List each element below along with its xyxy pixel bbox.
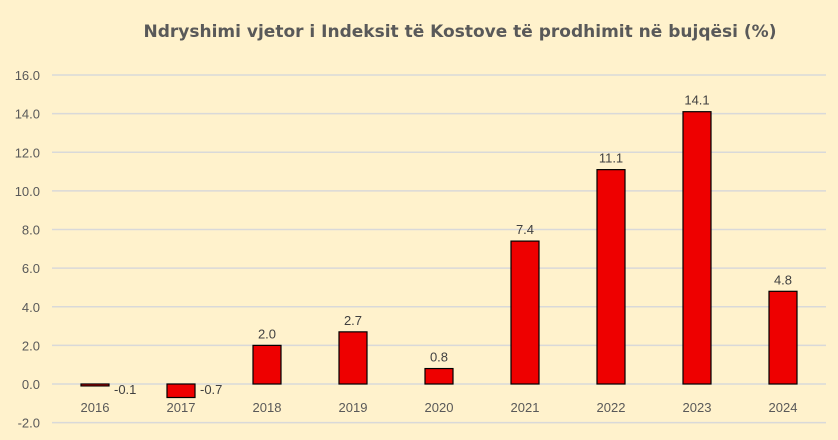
y-tick-label: 10.0 [15,184,40,199]
data-label: -0.1 [114,382,136,397]
y-tick-label: 6.0 [22,261,40,276]
y-tick-label: 12.0 [15,145,40,160]
data-label: 2.0 [258,326,276,341]
bar-2024 [768,290,798,385]
data-label: 11.1 [599,151,623,166]
x-tick-label: 2023 [683,400,712,415]
y-tick-label: 16.0 [15,68,40,83]
bar-2023 [682,111,712,385]
x-tick-label: 2019 [339,400,368,415]
bar-2020 [424,367,454,385]
y-tick-label: -2.0 [18,416,40,431]
chart-title: Ndryshimi vjetor i Indeksit të Kostove t… [144,22,777,42]
x-tick-label: 2017 [167,400,196,415]
data-label: 4.8 [774,272,792,287]
data-label: -0.7 [200,382,222,397]
bar-2018 [252,344,282,385]
y-tick-label: 2.0 [22,338,40,353]
x-tick-label: 2021 [511,400,540,415]
bar-2021 [510,240,540,385]
y-tick-label: 8.0 [22,223,40,238]
bar-2022 [596,169,626,385]
data-label: 0.8 [430,350,448,365]
y-tick-label: 4.0 [22,300,40,315]
y-tick-label: 0.0 [22,377,40,392]
x-tick-label: 2016 [81,400,110,415]
y-tick-label: 14.0 [15,107,40,122]
bar-2017 [166,383,196,399]
data-label: 2.7 [344,313,362,328]
x-tick-label: 2024 [769,400,798,415]
x-tick-label: 2020 [425,400,454,415]
data-label: 7.4 [516,222,534,237]
bar-2019 [338,331,368,385]
bar-2016 [80,383,110,387]
x-tick-label: 2022 [597,400,626,415]
data-label: 14.1 [684,93,709,108]
x-tick-label: 2018 [253,400,282,415]
